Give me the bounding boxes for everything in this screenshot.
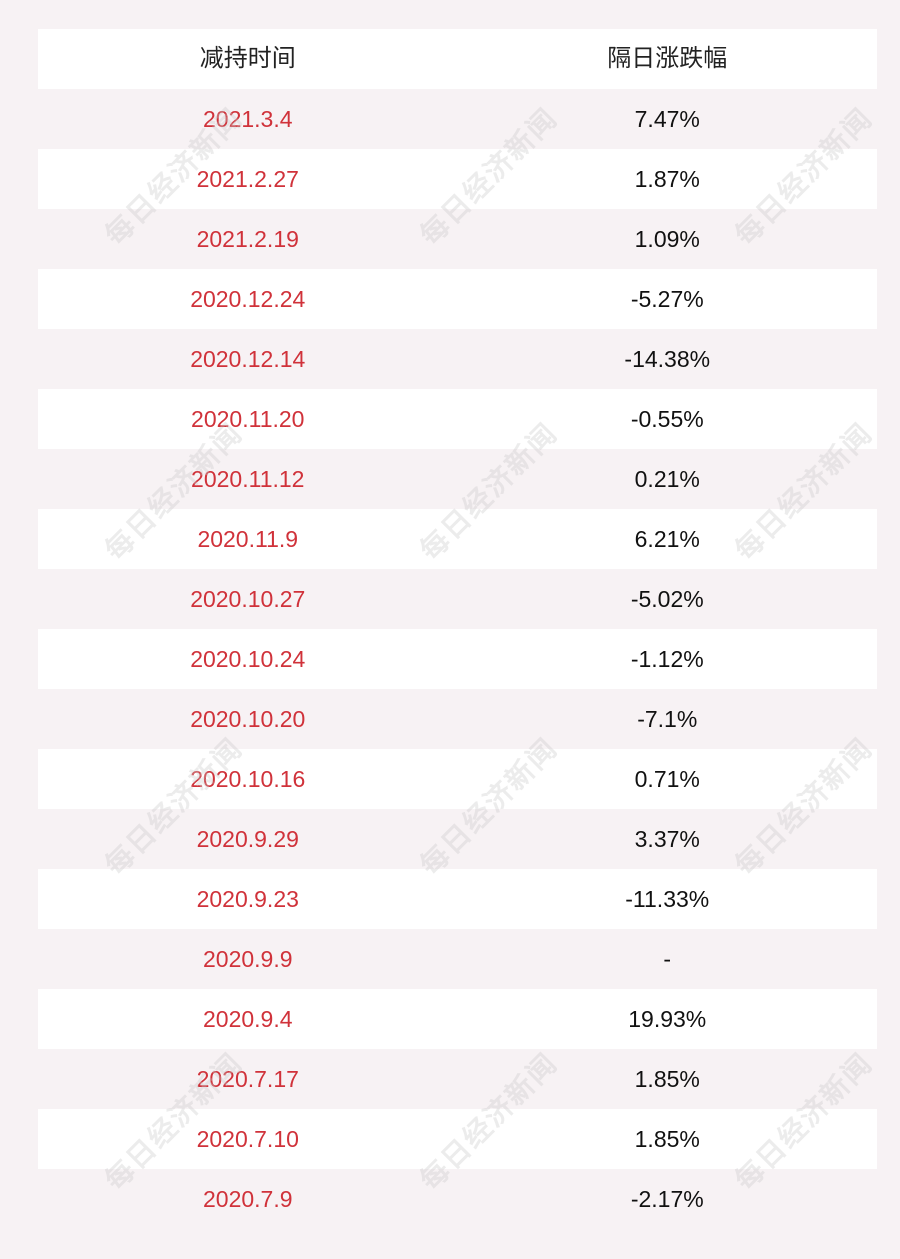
row-date: 2020.11.20	[191, 406, 305, 432]
row-change: 1.09%	[634, 226, 700, 252]
row-date: 2020.10.27	[190, 586, 306, 612]
row-change: 1.87%	[634, 166, 700, 192]
table-header: 减持时间 隔日涨跌幅	[38, 29, 877, 89]
row-change: 0.21%	[634, 466, 700, 492]
row-date: 2020.9.9	[202, 946, 293, 972]
header-date: 减持时间	[199, 45, 296, 72]
table-row: 2020.9.23 -11.33%	[38, 869, 877, 929]
table-row: 2020.11.12 0.21%	[38, 449, 877, 509]
row-date: 2020.12.14	[190, 346, 306, 372]
row-date: 2020.7.9	[202, 1186, 293, 1212]
row-date: 2021.2.19	[196, 226, 299, 252]
row-change: -11.33%	[625, 886, 710, 912]
row-date: 2020.9.29	[196, 826, 299, 852]
row-change: -	[663, 946, 672, 972]
table-row: 2021.2.19 1.09%	[38, 209, 877, 269]
row-date: 2020.10.16	[190, 766, 306, 792]
row-date: 2020.11.12	[191, 466, 305, 492]
row-change: 0.71%	[634, 766, 700, 792]
row-change: -5.02%	[630, 586, 704, 612]
row-change: -0.55%	[630, 406, 704, 432]
table-row: 2020.10.16 0.71%	[38, 749, 877, 809]
row-date: 2020.10.20	[190, 706, 306, 732]
row-date: 2020.7.17	[196, 1066, 299, 1092]
row-change: 19.93%	[628, 1006, 707, 1032]
table-row: 2020.12.14 -14.38%	[38, 329, 877, 389]
row-date: 2020.10.24	[190, 646, 306, 672]
table-row: 2020.11.20 -0.55%	[38, 389, 877, 449]
table-row: 2020.9.29 3.37%	[38, 809, 877, 869]
table-row: 2020.10.24 -1.12%	[38, 629, 877, 689]
table-row: 2020.10.27 -5.02%	[38, 569, 877, 629]
table-row: 2021.2.27 1.87%	[38, 149, 877, 209]
row-change: -5.27%	[630, 286, 704, 312]
row-change: 1.85%	[634, 1066, 700, 1092]
row-change: 7.47%	[634, 106, 700, 132]
row-date: 2021.3.4	[202, 106, 293, 132]
row-change: 6.21%	[634, 526, 700, 552]
row-change: -7.1%	[637, 706, 698, 732]
row-date: 2020.9.23	[196, 886, 299, 912]
row-date: 2020.11.9	[197, 526, 299, 552]
table-row: 2020.7.10 1.85%	[38, 1109, 877, 1169]
row-date: 2021.2.27	[196, 166, 299, 192]
table-row: 2020.9.9 -	[38, 929, 877, 989]
table-row: 2020.9.4 19.93%	[38, 989, 877, 1049]
row-change: 3.37%	[634, 826, 700, 852]
header-change: 隔日涨跌幅	[607, 45, 728, 72]
row-date: 2020.12.24	[190, 286, 306, 312]
row-change: 1.85%	[634, 1126, 700, 1152]
table-row: 2020.10.20 -7.1%	[38, 689, 877, 749]
table-row: 2020.7.17 1.85%	[38, 1049, 877, 1109]
row-change: -2.17%	[630, 1186, 704, 1212]
reduction-table: 减持时间 隔日涨跌幅 2021.3.4 7.47% 2021.2.27 1.87…	[38, 29, 877, 1229]
row-change: -14.38%	[624, 346, 711, 372]
table-row: 2020.12.24 -5.27%	[38, 269, 877, 329]
row-date: 2020.9.4	[202, 1006, 293, 1032]
table-row: 2020.11.9 6.21%	[38, 509, 877, 569]
row-date: 2020.7.10	[196, 1126, 299, 1152]
table-row: 2020.7.9 -2.17%	[38, 1169, 877, 1229]
table-row: 2021.3.4 7.47%	[38, 89, 877, 149]
row-change: -1.12%	[630, 646, 704, 672]
